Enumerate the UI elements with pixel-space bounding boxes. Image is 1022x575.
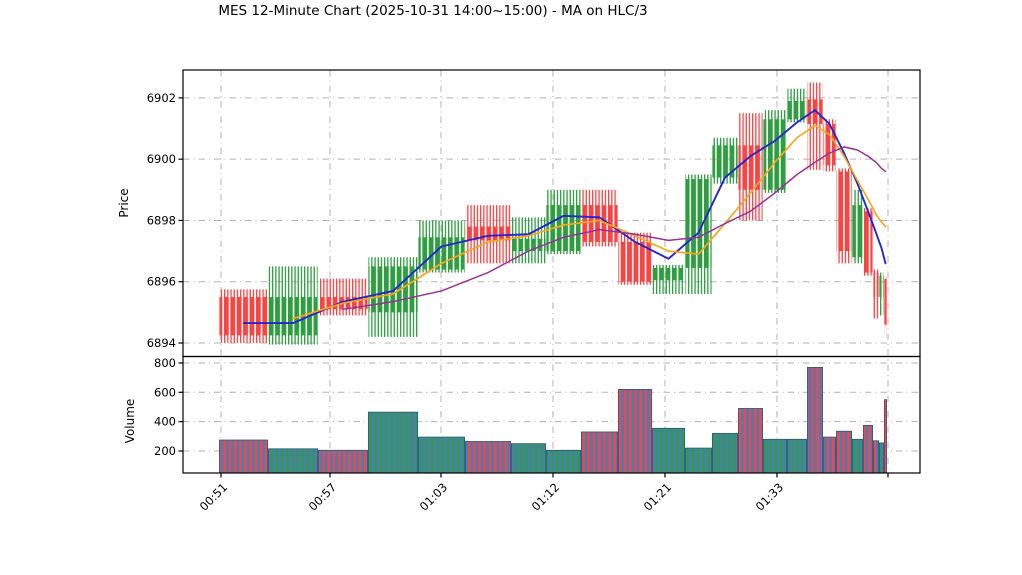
candle-body [873,272,879,298]
volume-bar [823,436,836,474]
x-tick-label: 01:12 [529,480,562,513]
volume-bar [763,438,787,474]
x-tick-label: 00:57 [306,480,339,513]
ma_purple-line [342,146,887,311]
volume-bar [318,449,368,474]
volume-bar [268,448,318,474]
ma_blue-line [242,109,887,325]
price-tick-label: 6894 [147,336,176,350]
volume-bar [652,427,685,474]
volume-bar [738,408,763,474]
x-tick-label: 01:21 [641,480,674,513]
candle-body [511,238,546,252]
volume-panel-border [182,355,921,474]
candle-body [807,99,823,124]
candle-body [787,100,807,120]
volume-bar [787,438,807,474]
price-tick-label: 6896 [147,275,176,289]
candle-body [884,278,887,325]
volume-bar [618,389,652,474]
candle-body [836,171,852,252]
chart-title: MES 12-Minute Chart (2025-10-31 14:00~15… [218,3,648,19]
x-tick-label: 01:03 [417,480,450,513]
candle-body [465,226,511,241]
volume-bar [465,441,511,474]
candle-body [763,119,787,190]
volume-bar [685,447,712,474]
volume-bar [884,399,887,474]
x-tick-label: 00:51 [197,480,230,513]
volume-bar [879,442,884,474]
ma-lines [242,109,887,325]
price-tick-label: 6900 [147,152,176,166]
candles [219,82,887,345]
volume-tick-label: 200 [154,444,176,458]
volume-bar [873,440,879,474]
volume-tick-label: 800 [154,356,176,370]
volume-bar [219,439,268,474]
volume-bar [581,431,618,474]
volume-tick-label: 400 [154,415,176,429]
candle-body [618,241,652,282]
candle-body [852,205,863,258]
candle-body [879,275,884,298]
candle-body [219,297,268,336]
volume-bar [546,449,581,474]
candle-body [581,205,618,242]
volume-bar [418,436,465,474]
volume-bar [836,430,852,474]
candle-body [652,267,685,281]
price-tick-label: 6898 [147,213,176,227]
candle-body [712,145,738,178]
volume-bar [511,443,546,474]
volume-bar [863,424,873,474]
candle-body [863,211,873,273]
volume-bar [852,438,863,474]
axes-spines [178,69,921,478]
volume-bar [368,411,418,474]
volume-bar [807,367,823,474]
x-tick-label: 01:33 [753,480,786,513]
candle-body [823,123,836,166]
volume-tick-label: 600 [154,385,176,399]
price-tick-label: 6902 [147,91,176,105]
volume-bars [219,367,887,474]
volume-bar [712,433,738,474]
candle-body [368,266,418,313]
